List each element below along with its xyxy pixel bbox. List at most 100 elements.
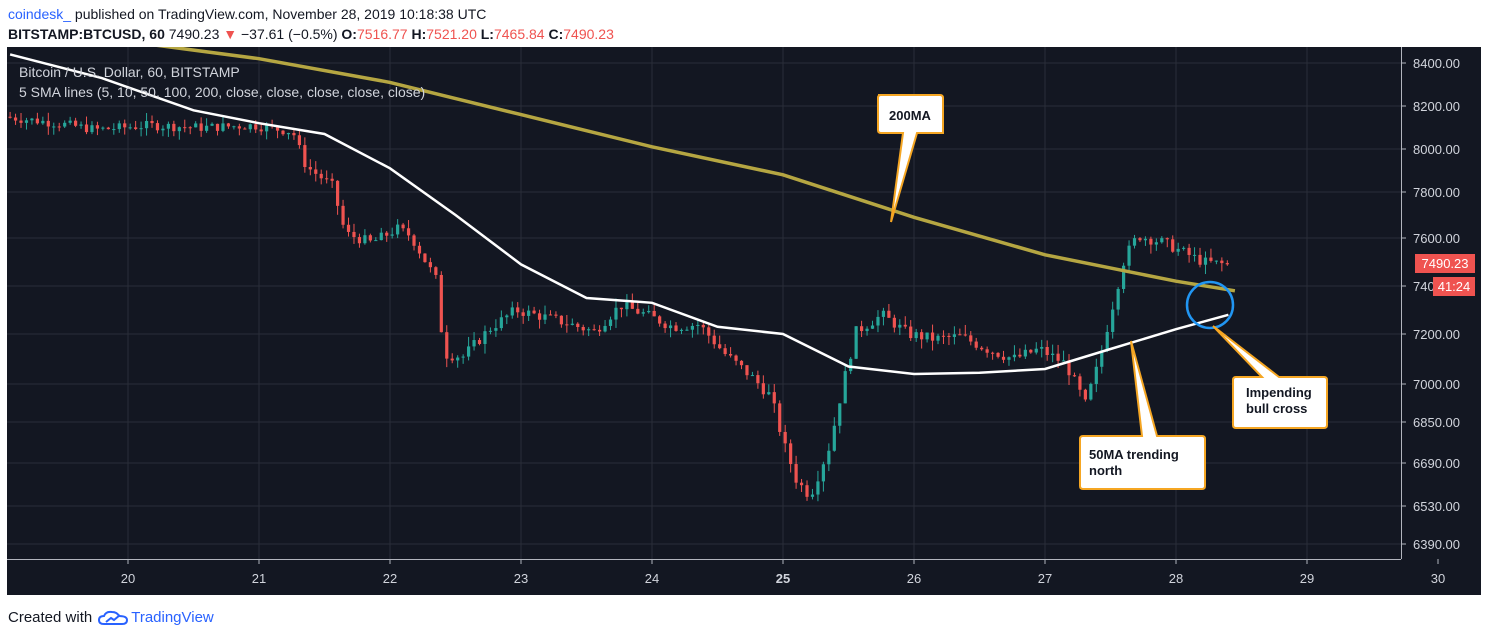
author-link[interactable]: coindesk_ <box>8 6 72 22</box>
chart-panel[interactable]: 6390.00 6530.00 6690.00 6850.00 7000.00 7200.… <box>7 47 1481 595</box>
candle-up <box>1023 349 1027 357</box>
candle-up <box>827 450 831 465</box>
candle-down <box>1029 349 1033 353</box>
candle-down <box>330 178 334 181</box>
candle-up <box>467 346 471 357</box>
candle-down <box>412 235 416 246</box>
candle-up <box>1192 254 1197 256</box>
candle-up <box>483 331 487 344</box>
candle-down <box>417 245 422 254</box>
candle-up <box>816 481 820 495</box>
candle-down <box>1165 238 1169 240</box>
candle-down <box>707 327 711 336</box>
candle-up <box>1100 350 1104 367</box>
candle-up <box>1105 331 1109 351</box>
candle-up <box>641 312 645 314</box>
countdown-tag-text: 41:24 <box>1438 279 1471 294</box>
y-tick-label: 6530.00 <box>1413 499 1460 514</box>
candle-down <box>352 231 356 238</box>
candle-down <box>958 334 962 336</box>
candle-up <box>90 125 94 133</box>
candle-down <box>172 123 176 132</box>
callout-bull-cross: Impending bull cross <box>1212 325 1328 429</box>
y-tick-label: 8200.00 <box>1413 99 1460 114</box>
candle-up <box>194 123 198 128</box>
candle-up <box>488 330 493 332</box>
candle-down <box>84 124 89 133</box>
candle-up <box>625 302 629 310</box>
candle-down <box>150 120 154 124</box>
candle-down <box>1072 375 1077 377</box>
candle-up <box>210 123 214 126</box>
candle-down <box>581 327 585 331</box>
candle-up <box>767 392 771 395</box>
candle-up <box>925 332 929 340</box>
candle-up <box>1154 242 1158 245</box>
candle-down <box>336 180 340 206</box>
candle-down <box>892 317 896 328</box>
candle-up <box>543 314 547 320</box>
candle-down <box>19 120 23 123</box>
candle-down <box>1138 238 1142 241</box>
candle-down <box>35 118 39 124</box>
y-tick-label: 8000.00 <box>1413 142 1460 157</box>
candle-down <box>658 316 662 324</box>
candle-down <box>947 335 951 337</box>
candle-down <box>308 167 312 170</box>
candle-up <box>838 403 842 426</box>
candle-up <box>614 307 618 320</box>
candle-down <box>521 312 525 316</box>
candle-down <box>13 117 18 121</box>
candle-up <box>865 328 869 332</box>
candle-down <box>789 443 793 465</box>
candle-down <box>423 253 427 263</box>
candle-down <box>406 228 411 236</box>
x-tick-label: 20 <box>121 571 135 586</box>
candle-down <box>325 178 329 180</box>
last-price: 7490.23 <box>168 26 220 42</box>
candle-down <box>1149 238 1153 245</box>
candle-down <box>297 135 301 146</box>
candle-down <box>319 173 323 179</box>
candle-down <box>237 126 241 129</box>
candle-up <box>1111 309 1115 332</box>
candle-up <box>898 324 902 328</box>
open-value: 7516.77 <box>356 26 408 42</box>
candle-up <box>41 120 45 124</box>
candle-down <box>357 237 362 244</box>
ma50-line <box>9 53 1229 376</box>
countdown-tag-bg <box>1433 277 1475 296</box>
candle-down <box>439 274 443 333</box>
candle-up <box>390 234 394 236</box>
candle-down <box>652 310 656 317</box>
candle-up <box>117 123 121 130</box>
ohlc-line: BITSTAMP:BTCUSD, 60 7490.23 ▼ −37.61 (−0… <box>8 26 614 42</box>
candle-up <box>821 464 825 482</box>
x-axis-bg <box>7 559 1481 595</box>
y-tick-label: 7600.00 <box>1413 231 1460 246</box>
candle-down <box>794 464 798 483</box>
candle-down <box>991 352 995 354</box>
candle-up <box>177 127 181 132</box>
candle-up <box>63 122 67 127</box>
candle-down <box>226 123 231 127</box>
candle-up <box>1203 257 1208 265</box>
candle-down <box>1198 254 1202 265</box>
candle-up <box>690 325 694 330</box>
candle-down <box>739 360 744 366</box>
tradingview-logo[interactable]: TradingView <box>98 609 214 626</box>
candle-down <box>183 127 187 129</box>
low-label: L: <box>480 26 494 42</box>
candle-down <box>450 358 454 361</box>
candle-up <box>101 127 105 129</box>
x-tick-label: 30 <box>1431 571 1445 586</box>
candle-down <box>1045 347 1049 356</box>
callout-bull-cross-bubble <box>1212 325 1328 429</box>
price-chart[interactable]: 6390.00 6530.00 6690.00 6850.00 7000.00 7200.… <box>7 47 1481 595</box>
candle-up <box>161 128 165 131</box>
candle-down <box>275 126 280 131</box>
candle-down <box>920 332 924 340</box>
candle-up <box>849 358 853 372</box>
candle-down <box>292 132 296 136</box>
candle-up <box>144 120 149 129</box>
